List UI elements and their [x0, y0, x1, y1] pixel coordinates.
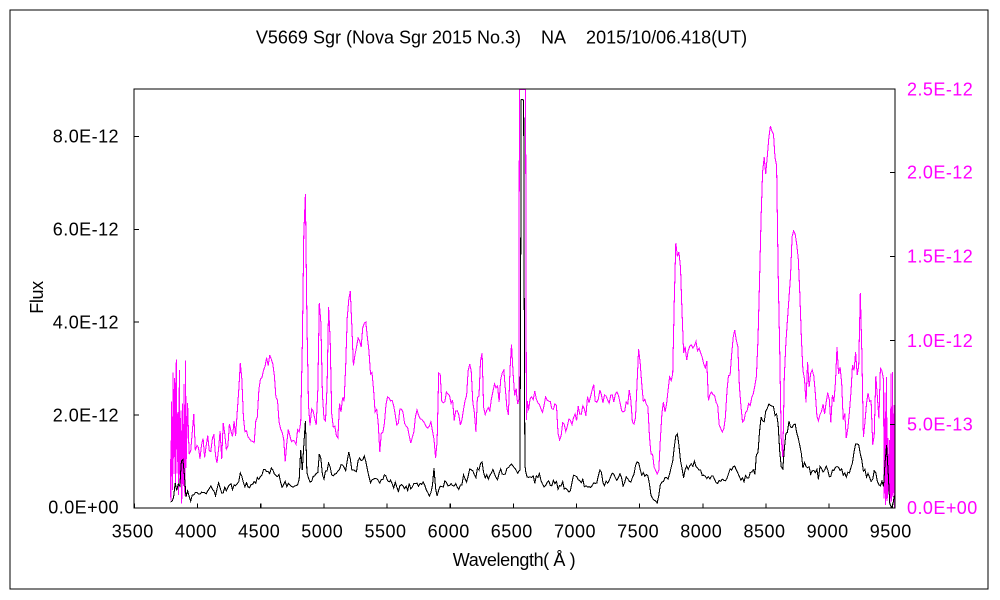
svg-text:8.0E-12: 8.0E-12 — [53, 127, 119, 147]
svg-text:2.0E-12: 2.0E-12 — [53, 405, 119, 425]
svg-text:7500: 7500 — [617, 522, 659, 542]
svg-text:2.5E-12: 2.5E-12 — [907, 79, 973, 99]
svg-text:5.0E-13: 5.0E-13 — [907, 415, 973, 435]
svg-text:4500: 4500 — [238, 522, 280, 542]
svg-text:Wavelength( Å ): Wavelength( Å ) — [453, 550, 575, 570]
svg-text:5000: 5000 — [301, 522, 343, 542]
svg-text:0.0E+00: 0.0E+00 — [907, 498, 978, 518]
svg-text:4.0E-12: 4.0E-12 — [53, 312, 119, 332]
svg-text:Flux: Flux — [27, 281, 47, 314]
svg-text:6.0E-12: 6.0E-12 — [53, 220, 119, 240]
svg-text:V5669 Sgr (Nova Sgr 2015 No.3): V5669 Sgr (Nova Sgr 2015 No.3) NA 2015/1… — [256, 27, 747, 47]
svg-text:1.5E-12: 1.5E-12 — [907, 247, 973, 267]
svg-text:3500: 3500 — [112, 522, 154, 542]
svg-text:5500: 5500 — [364, 522, 406, 542]
svg-text:6000: 6000 — [428, 522, 470, 542]
svg-text:9500: 9500 — [870, 522, 912, 542]
svg-text:7000: 7000 — [554, 522, 596, 542]
svg-text:0.0E+00: 0.0E+00 — [48, 497, 119, 517]
svg-text:2.0E-12: 2.0E-12 — [907, 163, 973, 183]
svg-text:8500: 8500 — [743, 522, 785, 542]
svg-text:8000: 8000 — [680, 522, 722, 542]
svg-text:1.0E-12: 1.0E-12 — [907, 331, 973, 351]
svg-text:9000: 9000 — [807, 522, 849, 542]
svg-text:4000: 4000 — [175, 522, 217, 542]
svg-text:6500: 6500 — [491, 522, 533, 542]
